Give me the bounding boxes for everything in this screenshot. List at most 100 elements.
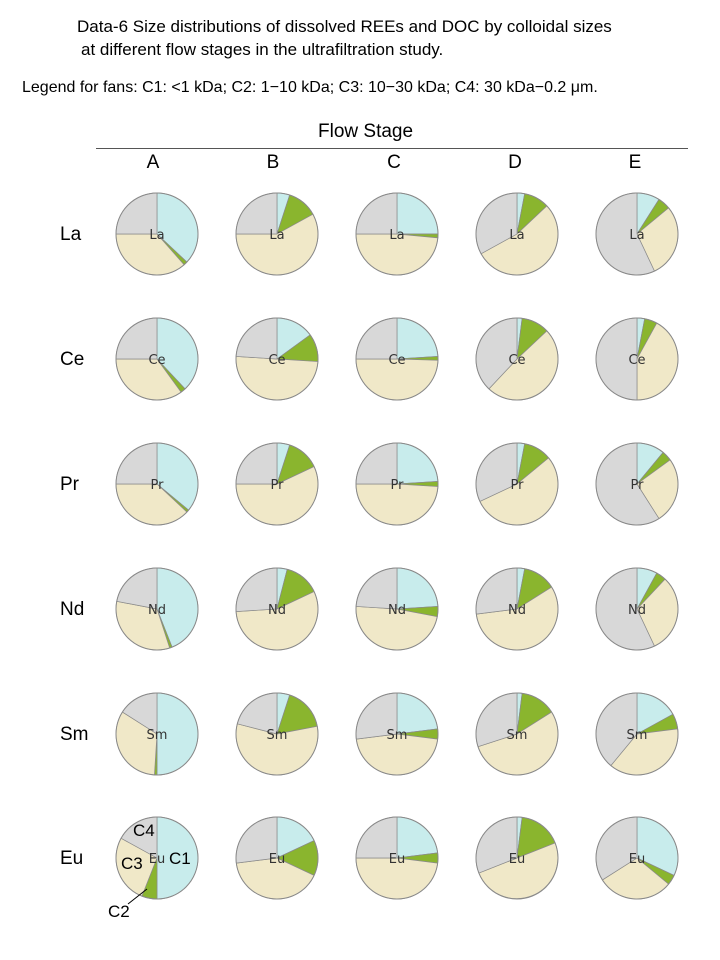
pie-outline bbox=[475, 317, 559, 401]
row-label-eu: Eu bbox=[60, 848, 84, 869]
pie-outline bbox=[355, 317, 439, 401]
pie-element-label: Pr bbox=[271, 478, 285, 493]
pie-element-label: Nd bbox=[628, 603, 646, 618]
pie-element-label: Pr bbox=[631, 478, 645, 493]
pie-element-label: La bbox=[509, 228, 524, 243]
pie-sm-c: Sm bbox=[355, 692, 439, 776]
pie-sm-e: Sm bbox=[595, 692, 679, 776]
pie-outline bbox=[115, 317, 199, 401]
pie-sm-b: Sm bbox=[235, 692, 319, 776]
pie-element-label: Pr bbox=[391, 478, 405, 493]
pie-sm-a: Sm bbox=[115, 692, 199, 776]
pie-sm-d: Sm bbox=[475, 692, 559, 776]
pie-element-label: La bbox=[149, 228, 164, 243]
fan-legend-note: Legend for fans: C1: <1 kDa; C2: 1−10 kD… bbox=[22, 79, 598, 96]
pie-ce-e: Ce bbox=[595, 317, 679, 401]
row-label-la: La bbox=[60, 224, 82, 245]
row-label-pr: Pr bbox=[60, 474, 79, 495]
pie-nd-b: Nd bbox=[235, 567, 319, 651]
pie-outline bbox=[475, 442, 559, 526]
pie-nd-d: Nd bbox=[475, 567, 559, 651]
pie-la-b: La bbox=[235, 192, 319, 276]
pie-outline bbox=[595, 192, 679, 276]
pie-outline bbox=[355, 692, 439, 776]
pie-outline bbox=[475, 192, 559, 276]
pie-element-label: Pr bbox=[511, 478, 525, 493]
pie-nd-c: Nd bbox=[355, 567, 439, 651]
pie-element-label: Ce bbox=[388, 353, 405, 368]
chart-title-line-1: Data-6 Size distributions of dissolved R… bbox=[77, 17, 612, 36]
pie-la-c: La bbox=[355, 192, 439, 276]
pie-outline bbox=[235, 567, 319, 651]
pie-outline bbox=[115, 692, 199, 776]
pie-pr-e: Pr bbox=[595, 442, 679, 526]
pie-element-label: Eu bbox=[149, 852, 165, 867]
pie-outline bbox=[235, 692, 319, 776]
column-label-a: A bbox=[146, 152, 160, 173]
pie-eu-e: Eu bbox=[595, 816, 679, 900]
pie-outline bbox=[355, 192, 439, 276]
callout-c2: C2 bbox=[108, 902, 130, 921]
pie-element-label: Eu bbox=[389, 852, 405, 867]
pie-element-label: Nd bbox=[388, 603, 406, 618]
pie-ce-d: Ce bbox=[475, 317, 559, 401]
pie-outline bbox=[595, 692, 679, 776]
pie-element-label: Nd bbox=[148, 603, 166, 618]
pie-outline bbox=[235, 442, 319, 526]
callout-c4: C4 bbox=[133, 821, 155, 840]
pie-outline bbox=[595, 317, 679, 401]
column-label-d: D bbox=[508, 152, 522, 173]
pie-element-label: Nd bbox=[508, 603, 526, 618]
pie-la-e: La bbox=[595, 192, 679, 276]
flow-stage-rule bbox=[96, 148, 688, 149]
pie-pr-c: Pr bbox=[355, 442, 439, 526]
pie-outline bbox=[355, 567, 439, 651]
pie-outline bbox=[355, 442, 439, 526]
pie-outline bbox=[115, 816, 199, 900]
pie-outline bbox=[355, 816, 439, 900]
pie-pr-a: Pr bbox=[115, 442, 199, 526]
column-label-b: B bbox=[266, 152, 280, 173]
pie-outline bbox=[115, 567, 199, 651]
pie-element-label: Sm bbox=[507, 728, 528, 743]
pie-element-label: Ce bbox=[508, 353, 525, 368]
pie-nd-a: Nd bbox=[115, 567, 199, 651]
pie-outline bbox=[115, 442, 199, 526]
pie-element-label: La bbox=[629, 228, 644, 243]
pie-outline bbox=[595, 567, 679, 651]
pie-outline bbox=[235, 317, 319, 401]
callout-c3: C3 bbox=[121, 854, 143, 873]
pie-eu-c: Eu bbox=[355, 816, 439, 900]
pie-outline bbox=[475, 816, 559, 900]
pie-element-label: Nd bbox=[268, 603, 286, 618]
flow-stage-label: Flow Stage bbox=[318, 121, 414, 142]
pie-ce-a: Ce bbox=[115, 317, 199, 401]
pie-la-d: La bbox=[475, 192, 559, 276]
pie-outline bbox=[595, 442, 679, 526]
pie-element-label: Eu bbox=[629, 852, 645, 867]
pie-eu-d: Eu bbox=[475, 816, 559, 900]
pie-element-label: Eu bbox=[269, 852, 285, 867]
pie-element-label: La bbox=[269, 228, 284, 243]
row-label-sm: Sm bbox=[60, 724, 89, 745]
pie-element-label: Ce bbox=[148, 353, 165, 368]
pie-element-label: La bbox=[389, 228, 404, 243]
callout-c2-leader bbox=[127, 888, 148, 905]
pie-element-label: Sm bbox=[387, 728, 408, 743]
pie-outline bbox=[235, 192, 319, 276]
pie-eu-b: Eu bbox=[235, 816, 319, 900]
pie-element-label: Sm bbox=[627, 728, 648, 743]
pie-pr-d: Pr bbox=[475, 442, 559, 526]
fan-callouts: C4 C1 C3 C2 bbox=[108, 821, 191, 921]
pie-eu-a: Eu bbox=[115, 816, 199, 900]
pie-element-label: Pr bbox=[151, 478, 165, 493]
pie-nd-e: Nd bbox=[595, 567, 679, 651]
pie-outline bbox=[475, 692, 559, 776]
pie-outline bbox=[475, 567, 559, 651]
column-label-e: E bbox=[628, 152, 642, 173]
callout-c1: C1 bbox=[169, 849, 191, 868]
pie-element-label: Sm bbox=[267, 728, 288, 743]
pie-pr-b: Pr bbox=[235, 442, 319, 526]
pie-element-label: Eu bbox=[509, 852, 525, 867]
